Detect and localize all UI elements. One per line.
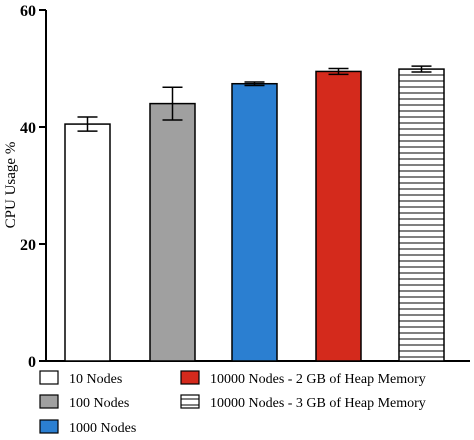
bar-1 [64,123,111,362]
legend-label-4: 10000 Nodes - 2 GB of Heap Memory [210,372,426,387]
bars-group [64,68,445,362]
legend-swatch-1 [39,370,59,385]
legend-label-5: 10000 Nodes - 3 GB of Heap Memory [210,396,426,411]
legend-swatch-2 [39,394,59,409]
y-axis-title: CPU Usage % [3,142,19,229]
legend-label-1: 10 Nodes [69,372,122,387]
legend-label-2: 100 Nodes [69,396,129,411]
legend-swatch-4 [180,370,200,385]
bar-4 [315,70,362,362]
legend-swatch-3 [39,419,59,434]
legend-label-3: 1000 Nodes [69,421,136,435]
y-tick-label: 40 [20,120,36,137]
y-tick-label: 60 [20,3,36,20]
legend: 10 Nodes 100 Nodes 1000 Nodes 10000 Nodes -… [39,370,426,436]
bar-2 [149,102,196,362]
y-tick-label: 0 [28,354,36,371]
y-tick-label: 20 [20,237,36,254]
error-bars-group [77,65,432,132]
bar-5 [398,68,445,362]
bar-3 [231,82,278,362]
legend-swatch-5 [180,394,200,409]
